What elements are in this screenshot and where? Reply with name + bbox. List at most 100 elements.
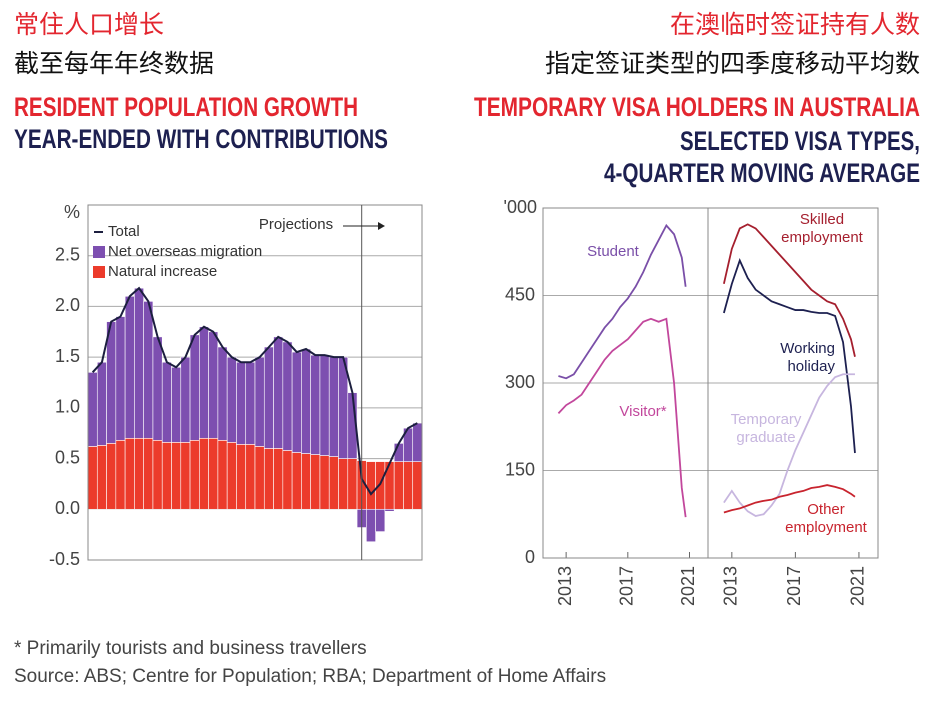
series-line [723, 258, 856, 454]
series-line [557, 317, 687, 518]
bar [96, 445, 107, 510]
x-tick-label: 2013 [721, 566, 741, 606]
bar [226, 356, 237, 443]
unit-label: '000 [504, 197, 537, 217]
bar [134, 287, 144, 439]
bar [301, 348, 311, 454]
bar [124, 437, 135, 510]
bar [412, 461, 423, 510]
bar [143, 301, 154, 439]
bar [115, 316, 126, 441]
legend-label: Net overseas migration [108, 243, 262, 260]
bar [301, 453, 311, 510]
y-tick-label: 0.0 [55, 498, 80, 518]
title-zh: 常住人口增长 [14, 10, 164, 39]
title-zh: 在澳临时签证持有人数 [670, 10, 920, 39]
bar [319, 354, 330, 456]
y-tick-label: 2.0 [55, 295, 80, 315]
bar [282, 450, 293, 510]
y-tick-label: 300 [505, 372, 535, 392]
bar [245, 361, 256, 445]
bar [152, 440, 163, 510]
bar [291, 351, 302, 453]
y-tick-label: 2.5 [55, 244, 80, 264]
bar [152, 336, 163, 441]
bar [217, 346, 228, 441]
series-label: Skilled employment [781, 211, 864, 246]
bar [161, 442, 172, 510]
legend-label: Total [108, 223, 140, 240]
bar [263, 448, 274, 510]
x-tick-label: 2017 [617, 566, 637, 606]
x-tick-label: 2017 [784, 566, 804, 606]
title: RESIDENT POPULATION GROWTH [14, 92, 358, 122]
x-tick-label: 2013 [555, 566, 575, 606]
plot-frame [707, 207, 879, 559]
bar [208, 437, 219, 510]
bar [189, 440, 200, 510]
x-tick-label: 2021 [848, 566, 868, 606]
series-label: Other employment [785, 501, 868, 536]
series-line [558, 223, 687, 380]
footnote: * Primarily tourists and business travel… [14, 638, 367, 659]
bar [273, 448, 284, 510]
bar [236, 361, 247, 445]
subtitle: 4-QUARTER MOVING AVERAGE [604, 158, 920, 188]
bar [189, 334, 200, 441]
series-label: Student [587, 243, 640, 260]
source: Source: ABS; Centre for Population; RBA;… [14, 666, 606, 687]
subtitle: YEAR-ENDED WITH CONTRIBUTIONS [14, 124, 388, 154]
bar [180, 442, 191, 510]
bar [338, 458, 349, 510]
bar [384, 508, 395, 512]
bar [328, 456, 339, 510]
bar [106, 443, 117, 510]
bar [291, 452, 302, 510]
bar [366, 508, 376, 543]
y-tick-label: 1.0 [55, 397, 80, 417]
y-tick-label: -0.5 [49, 549, 80, 569]
bar [310, 354, 321, 455]
subtitle-zh: 截至每年年终数据 [14, 49, 214, 78]
bar [115, 440, 126, 510]
plot-frame [87, 204, 423, 561]
series-line [723, 223, 856, 357]
annotation: Projections [259, 216, 333, 233]
bar [236, 444, 247, 510]
bar [134, 437, 144, 510]
bar [161, 361, 172, 443]
bar [171, 442, 182, 510]
bar [143, 437, 154, 510]
bar [328, 356, 339, 457]
x-tick-label: 2021 [678, 566, 698, 606]
bar [124, 295, 135, 439]
series-label: Temporary graduate [731, 411, 802, 446]
bar [87, 372, 98, 447]
y-tick-label: 1.5 [55, 346, 80, 366]
bar [273, 336, 284, 449]
y-tick-label: 0.5 [55, 447, 80, 467]
bar [217, 440, 228, 510]
legend-key [93, 266, 105, 278]
bar [245, 444, 256, 510]
legend-label: Natural increase [108, 263, 217, 280]
bar [412, 422, 423, 462]
title: TEMPORARY VISA HOLDERS IN AUSTRALIA [474, 92, 920, 122]
bar [375, 461, 386, 510]
unit-label: % [64, 202, 80, 222]
y-tick-label: 450 [505, 284, 535, 304]
bar [263, 346, 274, 449]
subtitle: SELECTED VISA TYPES, [680, 126, 920, 156]
bar [319, 455, 330, 510]
bar [199, 326, 209, 439]
subtitle-zh: 指定签证类型的四季度移动平均数 [545, 49, 920, 78]
bar [96, 361, 107, 446]
bar [87, 446, 98, 510]
series-label: Visitor* [619, 403, 666, 420]
bar [180, 356, 191, 443]
y-tick-label: 150 [505, 459, 535, 479]
bar [310, 454, 321, 510]
total-line [91, 286, 418, 496]
bar [403, 461, 414, 510]
